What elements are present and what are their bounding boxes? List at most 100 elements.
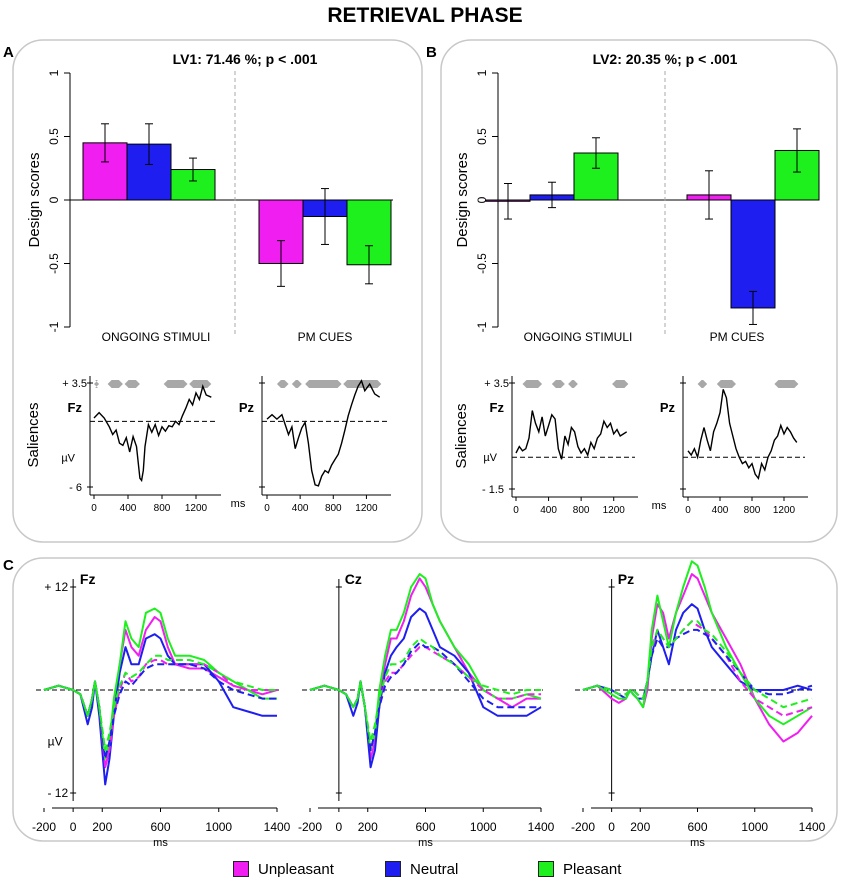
b-electrode-label: Fz: [490, 400, 505, 415]
a-unit-label: µV: [61, 452, 75, 464]
c-xlabel: ms: [690, 837, 705, 849]
b-electrode-label: Pz: [660, 400, 676, 415]
b-ylabel: Design scores: [454, 152, 471, 247]
a-xtick-label: 0: [264, 503, 270, 514]
a-ytick-top: + 3.5: [62, 378, 87, 390]
b-ytick-top: + 3.5: [484, 378, 509, 390]
b-significance-marker: [716, 380, 736, 388]
b-xtick-label: 1200: [773, 505, 796, 516]
c-xtick-label: 1000: [470, 820, 497, 834]
b-significance-marker: [697, 380, 708, 388]
legend-swatch-unpleasant: [233, 861, 249, 877]
b-xtick-label: 1200: [603, 505, 626, 516]
b-group-label: ONGOING STIMULI: [524, 330, 633, 344]
c-xtick-label: -200: [32, 820, 56, 834]
c-xtick-label: 1400: [799, 820, 826, 834]
legend-item-pleasant: Pleasant: [538, 858, 621, 880]
a-xtick-label: 1200: [185, 503, 208, 514]
c-erp-line-cz-unpleasant-dashed: [309, 646, 541, 752]
c-xtick-label: 1000: [741, 820, 768, 834]
b-xtick-label: 800: [573, 505, 590, 516]
panel-b-letter: B: [426, 44, 437, 61]
c-xtick-label: 200: [92, 820, 112, 834]
a-xtick-label: 0: [91, 503, 97, 514]
c-erp-line-cz-neutral-dashed: [309, 641, 541, 752]
a-xlabel: ms: [231, 498, 246, 510]
c-ytick-top: + 12: [44, 580, 68, 594]
legend-label-unpleasant: Unpleasant: [258, 860, 334, 878]
b-xlabel: ms: [652, 500, 667, 512]
b-ytick-label: -1: [475, 321, 489, 332]
c-xtick-label: 600: [415, 820, 435, 834]
b-significance-marker: [551, 380, 565, 388]
panel-a-header: LV1: 71.46 %; p < .001: [173, 51, 318, 67]
b-ytick-label: 0.5: [475, 128, 489, 145]
c-electrode-label: Pz: [618, 571, 634, 587]
c-erp-line-fz-unpleasant-dashed: [43, 659, 277, 769]
a-xtick-label: 800: [325, 503, 342, 514]
a-ytick-label: -1: [47, 321, 61, 332]
c-xtick-label: -200: [571, 820, 595, 834]
a-xtick-label: 400: [120, 503, 137, 514]
b-xtick-label: 400: [540, 505, 557, 516]
b-unit-label: µV: [483, 452, 497, 464]
panel-a-content: 1 0.5 0 -0.5 -1 Design scores ONGOING STIMULI P…: [25, 69, 393, 514]
b-xtick-label: 800: [744, 505, 761, 516]
c-xtick-label: 1000: [205, 820, 232, 834]
c-erp-line-pz-neutral-solid: [582, 603, 813, 700]
c-erp-line-fz-neutral-dashed: [43, 663, 277, 760]
a-xtick-label: 400: [292, 503, 309, 514]
c-unit-label: µV: [48, 735, 63, 749]
legend-label-pleasant: Pleasant: [563, 860, 622, 878]
b-ytick-label: 1: [475, 69, 489, 76]
a-group-label: ONGOING STIMULI: [102, 330, 211, 344]
c-xtick-label: -200: [298, 820, 322, 834]
c-electrode-label: Cz: [345, 571, 362, 587]
a-salience-line-pz: [266, 379, 381, 487]
legend-swatch-pleasant: [538, 861, 554, 877]
c-erp-line-pz-neutral-dashed: [582, 628, 813, 700]
a-xtick-label: 1200: [355, 503, 378, 514]
c-xtick-label: 0: [336, 820, 343, 834]
legend-label-neutral: Neutral: [410, 860, 459, 878]
a-electrode-label: Pz: [239, 400, 255, 415]
a-significance-marker: [163, 380, 188, 388]
a-ytick-label: 0.5: [47, 128, 61, 145]
b-significance-marker: [774, 380, 799, 388]
a-significance-marker: [305, 380, 342, 388]
c-erp-line-cz-unpleasant-solid: [309, 577, 541, 760]
b-xtick-label: 0: [513, 505, 519, 516]
c-xlabel: ms: [418, 837, 433, 849]
a-ylabel: Design scores: [26, 152, 43, 247]
c-ytick-bottom: - 12: [47, 786, 68, 800]
c-xtick-label: 1400: [528, 820, 555, 834]
a-significance-marker: [276, 380, 289, 388]
a-xtick-label: 800: [154, 503, 171, 514]
panel-b-content: 1 0.5 0 -0.5 -1 Design scores ONGOING STIMULI P…: [453, 69, 820, 516]
c-erp-line-fz-neutral-solid: [43, 633, 277, 786]
b-significance-marker: [612, 380, 629, 388]
b-salience-line-fz: [515, 410, 628, 460]
legend-swatch-neutral: [385, 861, 401, 877]
b-ytick-bottom: - 1.5: [482, 484, 504, 496]
c-xtick-label: 0: [608, 820, 615, 834]
a-significance-marker: [107, 380, 123, 388]
b-ylabel: Saliences: [453, 403, 470, 468]
panel-a-letter: A: [3, 44, 14, 61]
panel-c-content: Fz -200 0 200 600 1000 1400 ms + 12 - 12 µV Cz -200 0…: [32, 560, 826, 849]
panel-b-frame: [440, 39, 838, 543]
b-significance-marker: [568, 380, 578, 388]
figure-title: RETRIEVAL PHASE: [327, 4, 522, 27]
a-ylabel: Saliences: [25, 402, 42, 467]
c-xtick-label: 600: [150, 820, 170, 834]
b-ytick-label: -0.5: [475, 253, 489, 274]
a-ytick-bottom: - 6: [69, 482, 82, 494]
c-xtick-label: 600: [687, 820, 707, 834]
b-xtick-label: 400: [712, 505, 729, 516]
c-xtick-label: 200: [630, 820, 650, 834]
c-electrode-label: Fz: [80, 571, 96, 587]
c-erp-line-cz-pleasant-dashed: [309, 637, 541, 743]
c-xtick-label: 200: [358, 820, 378, 834]
a-salience-line-fz: [93, 384, 212, 483]
